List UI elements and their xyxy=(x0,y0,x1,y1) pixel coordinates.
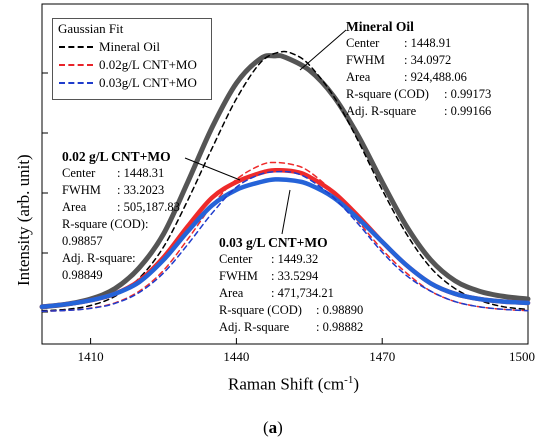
plot-frame xyxy=(41,3,529,345)
annotation-key: Adj. R-square: xyxy=(62,251,136,265)
pointer-mineral-oil xyxy=(299,29,347,71)
annotation-value: : 33.2023 xyxy=(117,183,165,197)
annotation-pointers xyxy=(184,29,347,235)
legend-title: Gaussian Fit xyxy=(58,21,124,36)
annotation-value: : 1448.91 xyxy=(404,36,452,50)
annotation-row: Adj. R-square : 0.99166 xyxy=(346,103,491,120)
annotation-key: FWHM xyxy=(346,53,385,67)
annotation-value: : 924,488.06 xyxy=(404,70,467,84)
annotation-value: : 0.99166 xyxy=(444,104,492,118)
annotation-key: Center xyxy=(346,36,380,50)
y-ticks xyxy=(42,72,48,313)
x-axis-label-superscript: -1 xyxy=(344,374,354,386)
annotation-row: Center : 1449.32 xyxy=(219,251,363,268)
annotation-key: Area xyxy=(62,200,87,214)
annotation-key: Adj. R-square xyxy=(346,104,417,118)
x-tick-label: 1470 xyxy=(369,349,395,364)
annotation-title: 0.03 g/L CNT+MO xyxy=(219,235,328,250)
annotation-key: 0.98857 xyxy=(62,234,103,248)
annotation-key: Area xyxy=(219,286,244,300)
annotation-row: FWHM : 33.2023 xyxy=(62,182,180,199)
legend-swatch-mineral-oil xyxy=(59,46,93,48)
annotation-value: : 471,734.21 xyxy=(271,286,334,300)
panel-label: (a) xyxy=(263,418,283,437)
annotation-cnt02: 0.02 g/L CNT+MO Center : 1448.31 FWHM : 33… xyxy=(62,148,180,284)
legend-item-mineral-oil: Mineral Oil xyxy=(59,39,160,55)
series-line-mo_measured xyxy=(39,53,531,310)
x-axis-label: Raman Shift (cm-1) xyxy=(228,374,359,395)
annotation-key: R-square (COD) xyxy=(219,303,302,317)
y-axis-label: Intensity (arb. unit) xyxy=(14,154,33,286)
annotation-row: R-square (COD) : 0.99173 xyxy=(346,86,491,103)
annotation-row: R-square (COD): xyxy=(62,216,180,233)
annotation-row: FWHM : 33.5294 xyxy=(219,268,363,285)
annotation-cnt03: 0.03 g/L CNT+MO Center : 1449.32 FWHM : 33… xyxy=(219,234,363,336)
legend: Gaussian Fit Mineral Oil 0.02g/L CNT+MO … xyxy=(52,18,212,100)
annotation-key: 0.98849 xyxy=(62,268,103,282)
annotation-title: Mineral Oil xyxy=(346,19,414,34)
annotation-value: : 505,187.83 xyxy=(117,200,180,214)
annotation-row: 0.98849 xyxy=(62,267,180,284)
annotation-row: Area : 924,488.06 xyxy=(346,69,491,86)
annotation-value: : 0.98890 xyxy=(316,303,364,317)
annotation-value: : 1449.32 xyxy=(271,252,319,266)
annotation-key: FWHM xyxy=(62,183,101,197)
annotation-row: FWHM : 34.0972 xyxy=(346,52,491,69)
x-axis-label-end: ) xyxy=(353,374,359,394)
annotation-key: R-square (COD) xyxy=(346,87,429,101)
legend-label: 0.02g/L CNT+MO xyxy=(99,57,197,72)
annotation-key: Center xyxy=(219,252,253,266)
annotation-row: R-square (COD) : 0.98890 xyxy=(219,302,363,319)
panel-letter: a xyxy=(268,418,278,437)
annotation-value: : 0.99173 xyxy=(444,87,492,101)
annotation-row: Center : 1448.31 xyxy=(62,165,180,182)
legend-label: Mineral Oil xyxy=(99,39,161,54)
legend-swatch-cnt02 xyxy=(59,64,93,66)
x-ticks: 1410 1440 1470 1500 xyxy=(78,338,535,364)
pointer-cnt03 xyxy=(281,189,291,235)
pointer-cnt02 xyxy=(184,157,241,181)
annotation-value: : 33.5294 xyxy=(271,269,319,283)
annotation-title: 0.02 g/L CNT+MO xyxy=(62,149,171,164)
annotation-mineral-oil: Mineral Oil Center : 1448.91 FWHM : 34.097… xyxy=(346,18,491,120)
series-line-cnt02_fit xyxy=(41,161,529,312)
series-group xyxy=(39,50,531,312)
annotation-key: Adj. R-square xyxy=(219,320,290,334)
series-line-cnt03_measured xyxy=(39,177,531,310)
legend-item-cnt02: 0.02g/L CNT+MO xyxy=(59,57,197,73)
annotation-row: Area : 471,734.21 xyxy=(219,285,363,302)
annotation-row: Area : 505,187.83 xyxy=(62,199,180,216)
annotation-key: FWHM xyxy=(219,269,258,283)
x-axis-label-text: Raman Shift (cm xyxy=(228,374,345,394)
legend-item-cnt03: 0.03g/L CNT+MO xyxy=(59,75,197,91)
annotation-value: : 0.98882 xyxy=(316,320,364,334)
annotation-key: Area xyxy=(346,70,371,84)
x-tick-label: 1410 xyxy=(78,349,104,364)
x-tick-label: 1440 xyxy=(223,349,249,364)
annotation-key: R-square (COD): xyxy=(62,217,149,231)
legend-swatch-cnt03 xyxy=(59,82,93,84)
x-tick-label: 1500 xyxy=(509,349,535,364)
annotation-row: Adj. R-square: xyxy=(62,250,180,267)
annotation-value: : 1448.31 xyxy=(117,166,165,180)
annotation-key: Center xyxy=(62,166,96,180)
annotation-row: Center : 1448.91 xyxy=(346,35,491,52)
annotation-value: : 34.0972 xyxy=(404,53,452,67)
annotation-row: 0.98857 xyxy=(62,233,180,250)
series-line-cnt03_fit xyxy=(41,170,529,312)
annotation-row: Adj. R-square : 0.98882 xyxy=(219,319,363,336)
legend-label: 0.03g/L CNT+MO xyxy=(99,75,197,90)
